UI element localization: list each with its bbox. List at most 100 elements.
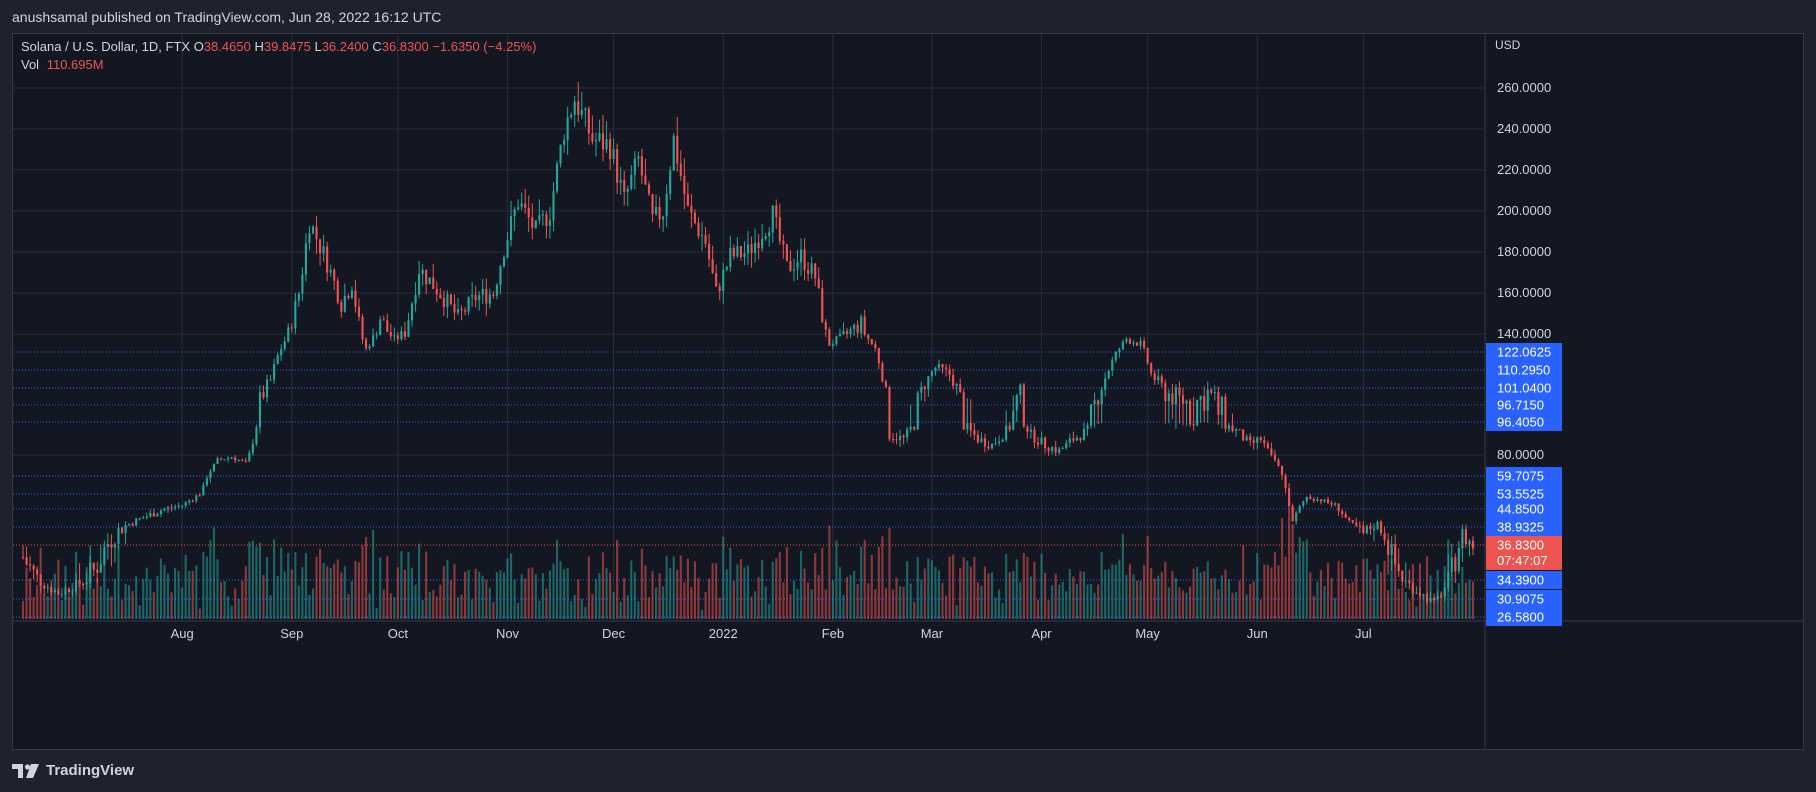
candle-body[interactable] xyxy=(1277,460,1280,466)
volume-bar[interactable] xyxy=(499,570,502,619)
candle-body[interactable] xyxy=(29,564,32,566)
volume-bar[interactable] xyxy=(700,609,704,619)
volume-bar[interactable] xyxy=(1330,577,1333,619)
candle-body[interactable] xyxy=(916,392,919,430)
volume-bar[interactable] xyxy=(1068,569,1071,619)
volume-bar[interactable] xyxy=(1397,589,1400,619)
volume-bar[interactable] xyxy=(771,561,774,619)
candle-body[interactable] xyxy=(36,569,39,575)
candle-body[interactable] xyxy=(294,300,297,329)
volume-bar[interactable] xyxy=(435,596,438,619)
volume-bar[interactable] xyxy=(1174,578,1177,619)
candle-body[interactable] xyxy=(633,158,636,175)
volume-bar[interactable] xyxy=(715,563,718,619)
volume-bar[interactable] xyxy=(410,567,414,619)
chart-frame[interactable]: Aug Sep Oct Nov Dec 2022 Feb Mar Apr May Jun Jul USD… xyxy=(12,33,1804,750)
volume-bar[interactable] xyxy=(736,564,739,619)
candle-body[interactable] xyxy=(718,286,721,292)
candle-body[interactable] xyxy=(1337,503,1340,512)
volume-bar[interactable] xyxy=(867,583,870,619)
volume-bar[interactable] xyxy=(686,558,689,619)
candle-body[interactable] xyxy=(1245,436,1248,441)
candle-body[interactable] xyxy=(1344,514,1347,518)
candle-body[interactable] xyxy=(1326,499,1330,503)
volume-bar[interactable] xyxy=(764,586,767,619)
candle-body[interactable] xyxy=(754,242,757,253)
candle-body[interactable] xyxy=(170,507,173,509)
volume-bar[interactable] xyxy=(899,586,902,619)
volume-bar[interactable] xyxy=(587,556,590,619)
candle-body[interactable] xyxy=(283,341,286,349)
volume-bar[interactable] xyxy=(577,579,580,619)
candle-body[interactable] xyxy=(853,324,856,330)
volume-bar[interactable] xyxy=(962,557,965,619)
candle-body[interactable] xyxy=(874,344,877,349)
volume-bar[interactable] xyxy=(425,551,428,619)
candle-body[interactable] xyxy=(509,216,513,241)
volume-bar[interactable] xyxy=(948,556,951,619)
candle-body[interactable] xyxy=(1280,465,1284,476)
volume-bar[interactable] xyxy=(609,572,612,619)
candle-body[interactable] xyxy=(1036,442,1040,445)
volume-bar[interactable] xyxy=(1270,567,1273,619)
candle-body[interactable] xyxy=(138,518,141,520)
volume-bar[interactable] xyxy=(1404,592,1407,619)
volume-bar[interactable] xyxy=(1210,578,1213,619)
volume-bar[interactable] xyxy=(474,568,477,619)
candle-body[interactable] xyxy=(460,309,463,311)
candle-body[interactable] xyxy=(117,527,120,545)
volume-bar[interactable] xyxy=(340,572,343,619)
candle-body[interactable] xyxy=(1323,499,1326,502)
candle-body[interactable] xyxy=(1252,440,1255,443)
volume-bar[interactable] xyxy=(1227,579,1231,619)
tradingview-logo[interactable]: TradingView xyxy=(12,762,134,779)
candle-body[interactable] xyxy=(156,514,159,517)
candle-body[interactable] xyxy=(1135,342,1139,346)
volume-bar[interactable] xyxy=(1040,553,1043,619)
candle-body[interactable] xyxy=(888,387,891,440)
volume-bar[interactable] xyxy=(393,596,396,619)
candle-body[interactable] xyxy=(1086,425,1089,429)
volume-bar[interactable] xyxy=(202,552,205,619)
candle-body[interactable] xyxy=(181,505,184,507)
candle-body[interactable] xyxy=(177,505,180,507)
volume-bar[interactable] xyxy=(697,577,700,619)
candle-body[interactable] xyxy=(810,263,813,274)
volume-bar[interactable] xyxy=(1337,560,1340,619)
volume-bar[interactable] xyxy=(952,554,955,619)
volume-bar[interactable] xyxy=(1422,596,1425,619)
candle-body[interactable] xyxy=(1259,437,1262,441)
candle-body[interactable] xyxy=(563,140,566,145)
volume-bar[interactable] xyxy=(959,568,962,619)
candle-body[interactable] xyxy=(906,429,909,438)
volume-bar[interactable] xyxy=(718,598,721,619)
volume-bar[interactable] xyxy=(1097,584,1100,619)
volume-bar[interactable] xyxy=(290,569,293,619)
candle-body[interactable] xyxy=(1263,440,1266,444)
candle-body[interactable] xyxy=(163,508,166,511)
candle-body[interactable] xyxy=(1178,387,1181,396)
volume-bar[interactable] xyxy=(460,595,463,619)
candle-body[interactable] xyxy=(216,458,219,464)
volume-bar[interactable] xyxy=(368,593,371,619)
candle-body[interactable] xyxy=(428,277,431,285)
volume-bar[interactable] xyxy=(152,592,155,619)
candle-body[interactable] xyxy=(1330,502,1333,505)
volume-bar[interactable] xyxy=(74,551,78,619)
candle-body[interactable] xyxy=(407,320,410,337)
volume-bar[interactable] xyxy=(824,589,827,619)
volume-bar[interactable] xyxy=(60,600,63,619)
candle-body[interactable] xyxy=(244,460,247,462)
candle-body[interactable] xyxy=(658,206,661,220)
volume-bar[interactable] xyxy=(863,540,866,619)
volume-bar[interactable] xyxy=(131,590,134,619)
candle-body[interactable] xyxy=(502,257,506,267)
candle-body[interactable] xyxy=(555,163,559,192)
candle-body[interactable] xyxy=(124,525,127,534)
candle-body[interactable] xyxy=(1450,557,1453,573)
candle-body[interactable] xyxy=(700,235,704,237)
volume-bar[interactable] xyxy=(955,605,958,619)
volume-bar[interactable] xyxy=(322,563,325,619)
candle-body[interactable] xyxy=(591,133,594,142)
candle-body[interactable] xyxy=(990,443,994,449)
